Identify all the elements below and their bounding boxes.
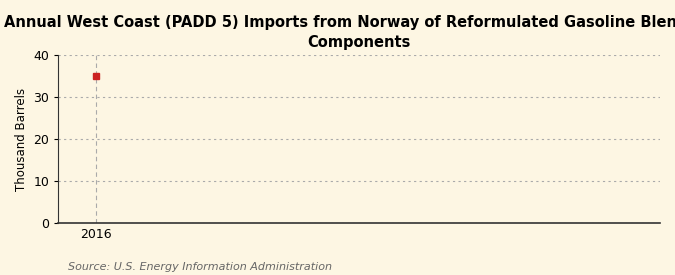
Title: Annual West Coast (PADD 5) Imports from Norway of Reformulated Gasoline Blending: Annual West Coast (PADD 5) Imports from … — [5, 15, 675, 50]
Text: Source: U.S. Energy Information Administration: Source: U.S. Energy Information Administ… — [68, 262, 331, 272]
Y-axis label: Thousand Barrels: Thousand Barrels — [15, 87, 28, 191]
